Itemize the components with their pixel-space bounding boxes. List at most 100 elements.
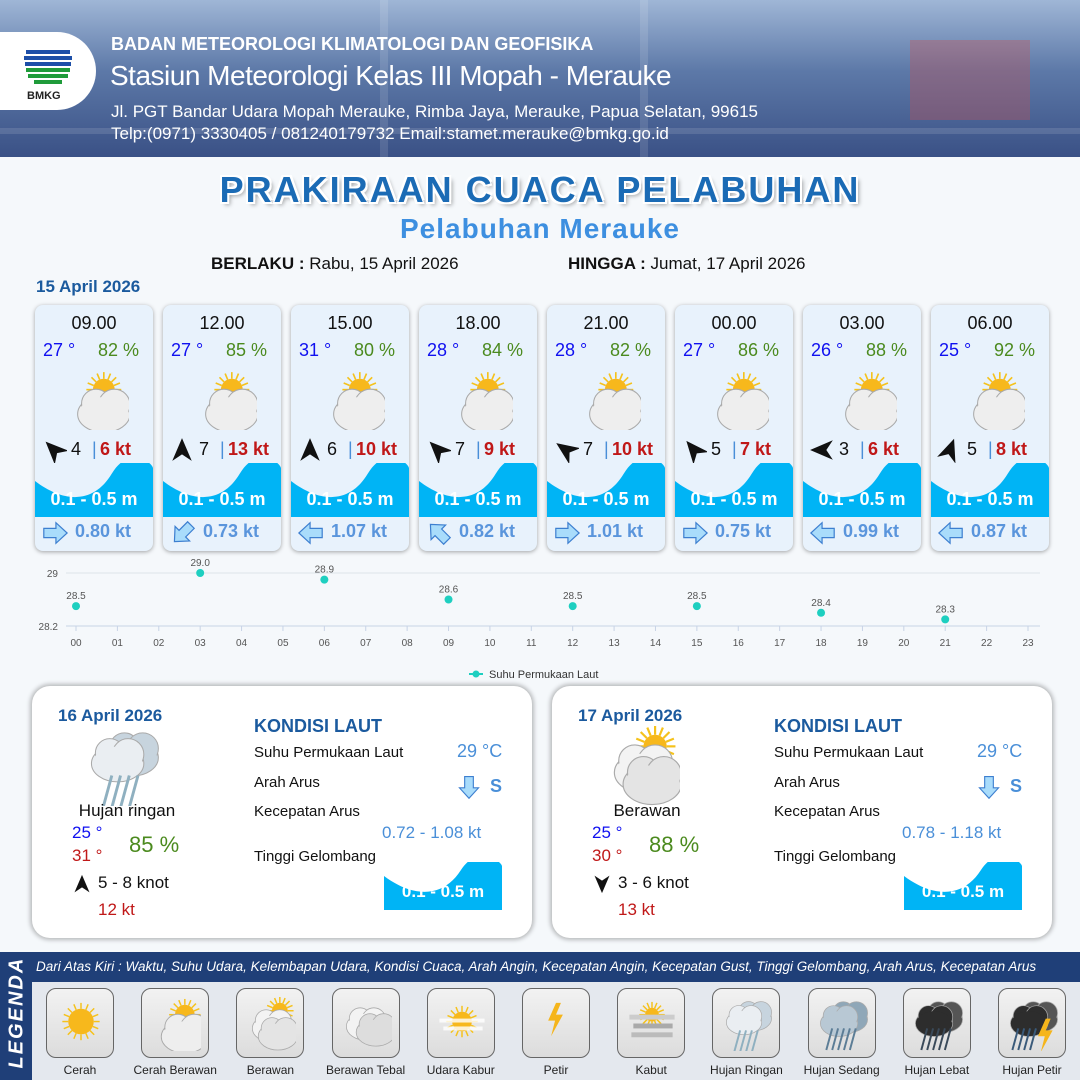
separator: |: [92, 439, 97, 459]
gust-speed: 8 kt: [996, 439, 1028, 459]
x-tick-label: 18: [815, 638, 827, 649]
day1-date: 15 April 2026: [36, 277, 141, 296]
forecast-card: 09.00 27 ° 82 % 4 | 6 kt 0.1 - 0.5 m 0.8…: [35, 305, 153, 551]
forecast-card: 03.00 26 ° 88 % 3 | 6 kt 0.1 - 0.5 m 0.9…: [803, 305, 921, 551]
current-speed: 0.99 kt: [843, 521, 900, 541]
gust-speed: 6 kt: [100, 439, 132, 459]
petir-icon: [522, 988, 590, 1058]
berawan-icon: [236, 988, 305, 1058]
cerah-berawan-icon: [827, 370, 899, 435]
wave-icon: [904, 855, 1022, 910]
station-name: Stasiun Meteorologi Kelas III Mopah - Me…: [110, 60, 672, 91]
logo-text: BMKG: [27, 90, 61, 102]
current-direction-icon: [41, 519, 69, 551]
current-speed: 0.80 kt: [75, 521, 132, 541]
max-temperature: 30 °: [592, 846, 623, 865]
max-temperature: 31 °: [72, 846, 103, 865]
current-speed-value: 0.72 - 1.08 kt: [382, 823, 482, 842]
valid-from-label: BERLAKU :: [211, 254, 305, 273]
wave-height-value: 0.1 - 0.5 m: [401, 882, 485, 901]
humidity: 92 %: [993, 340, 1035, 360]
kabut-icon: [617, 988, 686, 1058]
legend-label: Petir: [543, 1063, 569, 1077]
legend: LEGENDA Dari Atas Kiri : Waktu, Suhu Uda…: [0, 952, 1080, 1080]
data-point: [817, 608, 826, 617]
wave-icon: [803, 457, 921, 517]
air-temperature: 27 °: [171, 340, 204, 360]
sst-label: Suhu Permukaan Laut: [254, 744, 404, 761]
current-speed: 0.73 kt: [203, 521, 260, 541]
data-label: 28.5: [687, 591, 707, 602]
current-speed-label: Kecepatan Arus: [254, 803, 360, 820]
x-tick-label: 05: [277, 638, 289, 649]
data-label: 28.6: [439, 585, 459, 596]
wave-icon: [547, 457, 665, 517]
x-tick-label: 12: [567, 638, 579, 649]
cerah-berawan-icon: [187, 370, 259, 435]
berawan-tebal-icon: [331, 988, 400, 1058]
header-banner: BMKG BADAN METEOROLOGI KLIMATOLOGI DAN G…: [0, 0, 1080, 157]
wave-icon: [291, 457, 409, 517]
weather-condition: Hujan ringan: [78, 801, 176, 820]
data-point: [320, 575, 329, 584]
x-tick-label: 20: [898, 638, 910, 649]
data-label: 29.0: [190, 558, 210, 569]
wave-icon: [35, 457, 153, 517]
legend-label: Kabut: [635, 1063, 667, 1077]
berawan-icon: [604, 726, 682, 811]
wave-height: 0.1 - 0.5 m: [818, 489, 906, 509]
wind-speed: 7: [583, 439, 594, 459]
daily-forecast-panel: 16 April 2026 Hujan ringan 25 ° 31 ° 85 …: [32, 686, 532, 938]
legend-label: Suhu Permukaan Laut: [489, 669, 598, 681]
x-tick-label: 23: [1022, 638, 1034, 649]
weather-condition: Berawan: [613, 801, 681, 820]
humidity: 82 %: [97, 340, 139, 360]
sst-value: 29 °C: [977, 741, 1023, 761]
air-temperature: 28 °: [555, 340, 588, 360]
x-tick-label: 04: [236, 638, 248, 649]
cerah-berawan-icon: [443, 370, 515, 435]
humidity: 85 %: [225, 340, 267, 360]
min-temperature: 25 °: [72, 823, 103, 842]
x-tick-label: 09: [443, 638, 455, 649]
humidity: 82 %: [609, 340, 651, 360]
wind-speed: 6: [327, 439, 338, 459]
wind-direction-icon: [297, 437, 323, 468]
forecast-card: 06.00 25 ° 92 % 5 | 8 kt 0.1 - 0.5 m 0.8…: [931, 305, 1049, 551]
separator: |: [860, 439, 865, 459]
min-temperature: 25 °: [592, 823, 623, 842]
current-direction-icon: [456, 774, 482, 805]
agency-name: BADAN METEOROLOGI KLIMATOLOGI DAN GEOFIS…: [111, 34, 594, 54]
forecast-card: 15.00 31 ° 80 % 6 | 10 kt 0.1 - 0.5 m 1.…: [291, 305, 409, 551]
separator: |: [988, 439, 993, 459]
sea-condition-title: KONDISI LAUT: [774, 716, 902, 736]
wind-direction-icon: [425, 437, 453, 468]
data-point: [444, 595, 453, 604]
wind-speed: 5 - 8 knot: [98, 873, 169, 892]
banner-decoration: [0, 128, 1080, 134]
data-point: [196, 569, 205, 577]
gust-speed: 10 kt: [356, 439, 398, 459]
forecast-time: 18.00: [455, 313, 501, 333]
cerah-berawan-icon: [59, 370, 131, 435]
sst-label: Suhu Permukaan Laut: [774, 744, 924, 761]
daily-forecast-panel: 17 April 2026 Berawan 25 ° 30 ° 88 % 3 -…: [552, 686, 1052, 938]
humidity: 88 %: [649, 832, 700, 857]
forecast-card: 00.00 27 ° 86 % 5 | 7 kt 0.1 - 0.5 m 0.7…: [675, 305, 793, 551]
valid-to-label: HINGGA :: [568, 254, 646, 273]
data-label: 28.3: [935, 604, 955, 615]
wave-icon: [419, 457, 537, 517]
wind-speed: 7: [455, 439, 466, 459]
x-tick-label: 08: [402, 638, 414, 649]
x-tick-label: 14: [650, 638, 662, 649]
hujan-sedang-icon: [807, 988, 876, 1058]
wave-height: 0.1 - 0.5 m: [562, 489, 650, 509]
cerah-berawan-icon: [699, 370, 771, 435]
gust-speed: 7 kt: [740, 439, 772, 459]
forecast-time: 12.00: [199, 313, 245, 333]
forecast-time: 03.00: [839, 313, 885, 333]
data-point: [692, 602, 701, 611]
wave-height: 0.1 - 0.5 m: [690, 489, 778, 509]
wave-icon: [384, 855, 502, 910]
valid-from: BERLAKU : Rabu, 15 April 2026: [211, 254, 459, 274]
